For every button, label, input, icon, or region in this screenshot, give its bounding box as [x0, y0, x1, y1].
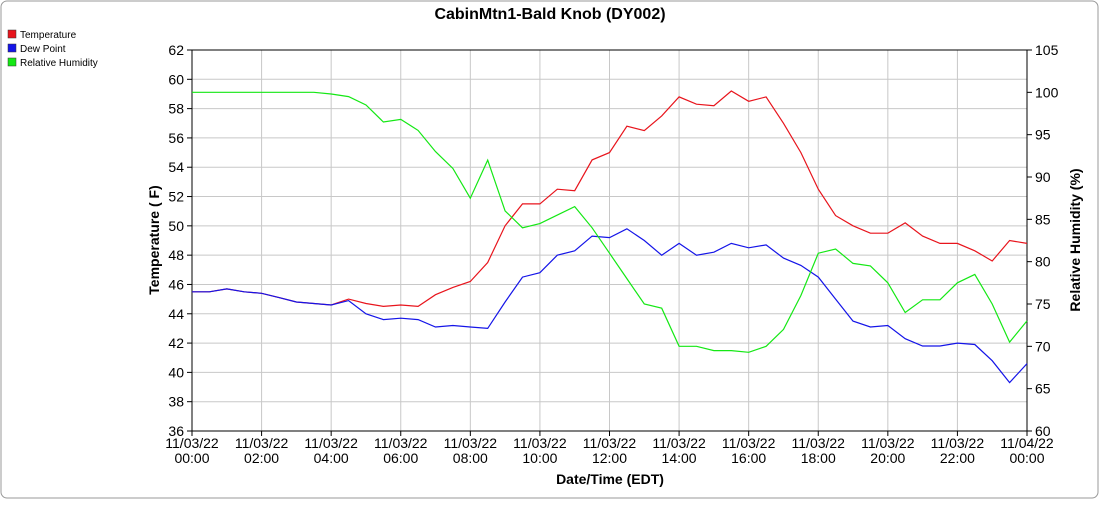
x-axis-label: Date/Time (EDT): [556, 471, 664, 487]
y-tick-label: 56: [168, 130, 184, 146]
x-tick-label: 11/03/22 10:00: [513, 435, 567, 466]
y2-tick-label: 60: [1035, 423, 1051, 439]
legend-swatch: [7, 29, 17, 39]
y2-tick-label: 75: [1035, 296, 1051, 312]
y-tick-label: 36: [168, 423, 184, 439]
y-tick-label: 40: [168, 364, 184, 380]
x-tick-label: 11/03/22 14:00: [652, 435, 706, 466]
y2-tick-label: 95: [1035, 127, 1051, 143]
series-line: [192, 228, 1028, 384]
plot-border: [191, 49, 1028, 432]
legend-label: Dew Point: [20, 44, 66, 55]
y-tick-label: 52: [168, 189, 184, 205]
y-tick-label: 60: [168, 71, 184, 87]
y2-tick-label: 85: [1035, 211, 1051, 227]
y-tick-label: 58: [168, 101, 184, 117]
legend-label: Relative Humidity: [20, 58, 98, 69]
y2-axis-label: Relative Humidity (%): [1067, 168, 1083, 311]
x-tick-label: 11/03/22 20:00: [861, 435, 915, 466]
x-tick-label: 11/03/22 08:00: [444, 435, 498, 466]
y2-tick-label: 80: [1035, 254, 1051, 270]
x-tick-label: 11/03/22 00:00: [165, 435, 219, 466]
y-tick-label: 38: [168, 394, 184, 410]
x-tick-label: 11/03/22 06:00: [374, 435, 428, 466]
legend-label: Temperature: [20, 30, 77, 41]
x-tick-label: 11/03/22 02:00: [235, 435, 289, 466]
y2-tick-label: 90: [1035, 169, 1051, 185]
x-tick-label: 11/03/22 04:00: [304, 435, 358, 466]
y-tick-label: 44: [168, 306, 184, 322]
x-tick-label: 11/03/22 22:00: [931, 435, 985, 466]
legend-swatch: [7, 57, 17, 67]
y-tick-label: 42: [168, 335, 184, 351]
x-tick-label: 11/03/22 16:00: [722, 435, 776, 466]
y-axis-label: Temperature ( F): [146, 185, 162, 294]
legend-swatch: [7, 43, 17, 53]
y-tick-label: 54: [168, 159, 184, 175]
x-tick-label: 11/03/22 12:00: [583, 435, 637, 466]
y-tick-label: 46: [168, 276, 184, 292]
y2-tick-label: 65: [1035, 381, 1051, 397]
y-tick-label: 62: [168, 42, 184, 58]
y-tick-label: 50: [168, 218, 184, 234]
y2-tick-label: 105: [1035, 42, 1059, 58]
series-line: [192, 91, 1028, 353]
y-tick-label: 48: [168, 247, 184, 263]
x-tick-label: 11/03/22 18:00: [792, 435, 846, 466]
chart-title: CabinMtn1-Bald Knob (DY002): [434, 6, 665, 23]
y2-tick-label: 70: [1035, 338, 1051, 354]
x-tick-label: 11/04/22 00:00: [1000, 435, 1054, 466]
y2-tick-label: 100: [1035, 84, 1059, 100]
